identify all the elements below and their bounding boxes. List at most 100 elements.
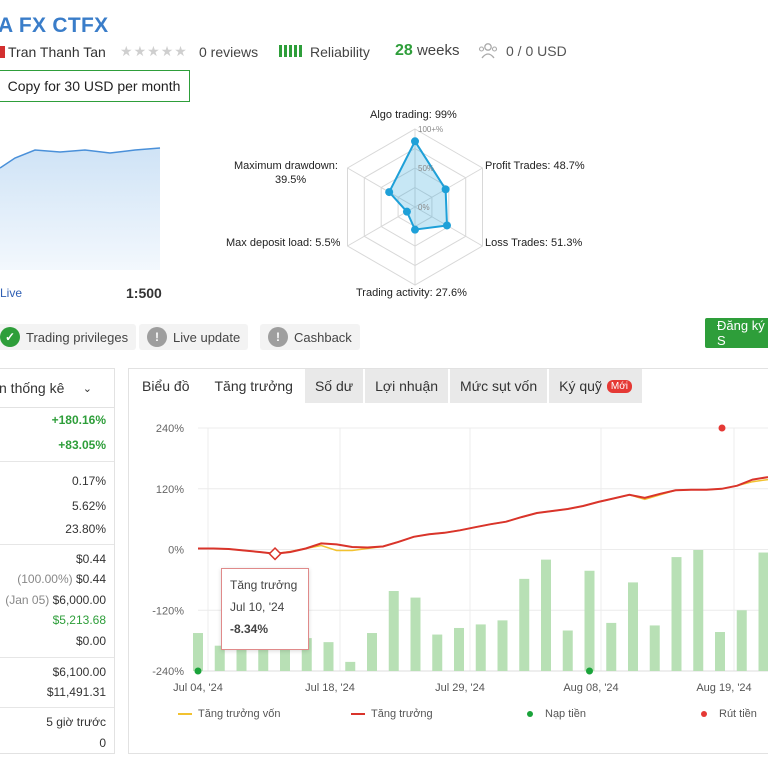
register-button[interactable]: Đăng ký S [705, 318, 768, 348]
radar-point [441, 185, 450, 194]
radar-scale-0: 0% [418, 203, 430, 212]
stat-growth-2: +83.05% [58, 438, 106, 452]
tab-growth[interactable]: Tăng trưởng [204, 369, 305, 403]
radar-point [411, 225, 419, 234]
author-row: Tran Thanh Tan [0, 42, 106, 62]
legend-withdraw-label: Rút tiền [719, 708, 757, 720]
subscribers-icon [478, 43, 498, 59]
radar-point [411, 137, 419, 146]
tab-drawdown[interactable]: Mức sụt vốn [450, 369, 550, 403]
bar [258, 648, 269, 671]
highlight-marker [268, 547, 282, 561]
stat-v3: 23.80% [65, 522, 106, 536]
stat-v5-prefix: (100.00%) [17, 572, 73, 586]
weeks-count: 28 weeks [395, 42, 460, 60]
bar [519, 578, 530, 671]
bar [671, 557, 682, 671]
radar-label-drawdown: Maximum drawdown: [234, 160, 338, 172]
tab-margin[interactable]: Ký quỹ Mới [549, 369, 645, 403]
stat-v2: 5.62% [71, 499, 106, 513]
star-icon: ★ [120, 43, 133, 59]
legend-growth[interactable]: Tăng trưởng [351, 708, 433, 720]
star-icon: ★ [147, 43, 160, 59]
radar-label-profit: Profit Trades: 48.7% [485, 160, 585, 172]
tab-margin-label: Ký quỹ [559, 378, 602, 394]
star-icon: ★ [133, 43, 147, 59]
reviews-count[interactable]: 0 reviews [199, 44, 259, 60]
bar [475, 624, 486, 671]
weeks-unit: weeks [416, 42, 460, 59]
tab-chart[interactable]: Biểu đồ [129, 369, 205, 403]
badge-cashback[interactable]: ! Cashback [260, 324, 360, 350]
rating-stars[interactable]: ★ ★ ★ ★ ★ [120, 43, 187, 59]
reliability-label: Reliability [310, 44, 370, 60]
legend-withdraw-dot [701, 711, 707, 717]
author-name[interactable]: Tran Thanh Tan [8, 44, 106, 60]
tab-balance[interactable]: Số dư [304, 369, 366, 403]
copy-button[interactable]: Copy for 30 USD per month [0, 70, 190, 102]
bar [236, 648, 247, 671]
bar [193, 633, 203, 671]
chevron-down-icon: ⌄ [82, 382, 92, 395]
badge-live-update[interactable]: ! Live update [139, 324, 249, 350]
bar [541, 559, 551, 671]
stat-v11: 5 giờ trước [46, 715, 106, 729]
stat-v7: $5,213.68 [52, 613, 106, 627]
stat-v5: (100.00%) $0.44 [17, 572, 106, 586]
bar [758, 552, 768, 671]
new-badge: Mới [606, 379, 633, 393]
mini-growth-chart [0, 147, 161, 270]
radar-axis [347, 167, 416, 208]
stat-v9: $6,100.00 [52, 665, 106, 679]
legend-equity-label: Tăng trưởng vốn [198, 708, 281, 720]
badge-trading-privileges[interactable]: ✓ Trading privileges [0, 324, 137, 350]
legend-growth-label: Tăng trưởng [371, 708, 433, 720]
bar [323, 642, 334, 671]
bar [715, 632, 725, 671]
legend-deposit[interactable]: Nạp tiền [527, 708, 586, 720]
bar [606, 622, 617, 671]
stat-v6: (Jan 05) $6,000.00 [5, 593, 106, 607]
info-icon: ! [268, 327, 288, 347]
subscribers-value: 0 / 0 USD [506, 43, 567, 59]
info-icon: ! [147, 327, 167, 347]
bar [736, 610, 747, 671]
deposit-point [194, 667, 202, 675]
x-tick-label: Aug 19, '24 [696, 682, 751, 694]
tooltip-date: Jul 10, '24 [230, 600, 285, 614]
radar-label-deposit: Max deposit load: 5.5% [226, 237, 341, 249]
tab-profit[interactable]: Lợi nhuận [365, 369, 451, 403]
stat-v4: $0.44 [75, 552, 106, 566]
radar-point [402, 207, 411, 216]
radar-chart: 100+% 50% 0% [347, 125, 483, 286]
star-icon: ★ [174, 43, 187, 59]
subscribers: 0 / 0 USD [478, 42, 567, 60]
flag-icon [0, 46, 5, 58]
growth-line [198, 476, 768, 555]
y-tick-label: -240% [152, 666, 184, 678]
bar [497, 620, 508, 671]
stat-v10: $11,491.31 [46, 685, 106, 699]
y-tick-label: 240% [156, 423, 184, 435]
radar-label-drawdown-value: 39.5% [275, 174, 307, 186]
stats-dropdown[interactable]: n thống kê ⌄ [0, 369, 114, 408]
y-tick-label: 0% [168, 545, 184, 557]
legend-equity[interactable]: Tăng trưởng vốn [178, 708, 280, 720]
bar [454, 627, 464, 671]
stats-panel: n thống kê ⌄ +180.16% +83.05% 0.17% 5.62… [0, 368, 115, 754]
legend-withdraw[interactable]: Rút tiền [701, 708, 757, 720]
bar [649, 625, 660, 671]
stats-dropdown-label: n thống kê [0, 380, 65, 396]
x-tick-label: Jul 29, '24 [435, 682, 485, 694]
bar [584, 570, 595, 671]
radar-point [442, 221, 451, 230]
stat-v6-prefix: (Jan 05) [5, 593, 50, 607]
legend-deposit-dot [527, 711, 533, 717]
badge-trading-label: Trading privileges [26, 329, 129, 345]
stat-growth: +180.16% [51, 413, 106, 427]
legend-equity-swatch [178, 713, 192, 715]
page-title: A FX CTFX [0, 14, 109, 37]
bar [432, 634, 443, 671]
bar [388, 591, 399, 671]
deposit-point [586, 667, 593, 675]
